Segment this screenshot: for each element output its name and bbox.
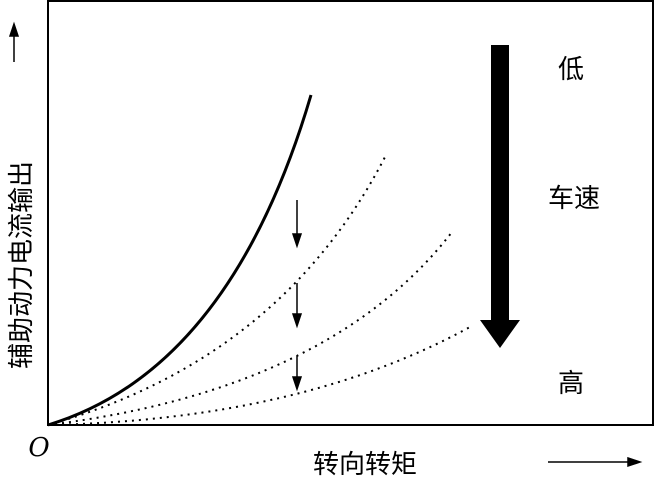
speed-arrow xyxy=(480,45,520,348)
speed-low: 低 xyxy=(558,55,584,85)
origin-label: O xyxy=(28,433,49,463)
curve-low-speed xyxy=(47,94,313,427)
x-axis-label: 转向转矩 xyxy=(313,450,417,480)
speed-high: 高 xyxy=(558,369,584,399)
axes-frame xyxy=(47,0,654,426)
y-axis-label: 辅助动力电流输出 xyxy=(7,161,37,369)
curve-speed-2 xyxy=(47,156,386,426)
shift-arrows xyxy=(291,200,303,392)
speed-label: 车速 xyxy=(548,184,600,214)
axis-arrows xyxy=(8,21,643,468)
